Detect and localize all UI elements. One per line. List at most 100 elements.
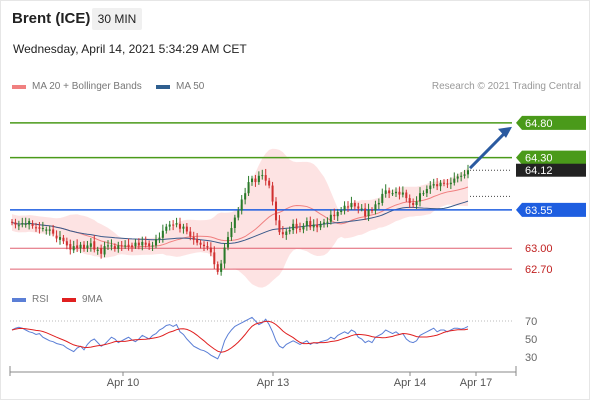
candle-body xyxy=(278,220,281,233)
legend-9ma-label: 9MA xyxy=(82,294,103,305)
candle-body xyxy=(172,224,175,226)
ma20-line xyxy=(11,186,469,248)
rsi-level-50: 50 xyxy=(525,334,537,346)
candle-body xyxy=(436,184,439,187)
candle-body xyxy=(312,224,315,228)
candle-body xyxy=(175,223,178,225)
candle-body xyxy=(415,201,418,206)
rsi-level-30: 30 xyxy=(525,352,537,364)
candle-body xyxy=(48,229,51,231)
candle-body xyxy=(17,225,20,227)
candle-body xyxy=(302,225,305,230)
candle-body xyxy=(264,175,267,181)
candle-body xyxy=(185,226,188,232)
legend-9ma: 9MA xyxy=(62,294,103,305)
level-tag-64.80 xyxy=(516,115,586,130)
candle-body xyxy=(10,221,14,223)
candle-body xyxy=(274,201,278,221)
candle-body xyxy=(250,178,254,183)
legend-9ma-swatch xyxy=(62,297,76,302)
legend-ma20-label: MA 20 + Bollinger Bands xyxy=(32,81,142,92)
candle-body xyxy=(432,184,435,186)
candle-body xyxy=(285,231,288,235)
candle-body xyxy=(161,230,164,238)
x-tick-label: Apr 13 xyxy=(257,377,289,389)
candle-body xyxy=(429,185,432,190)
candle-body xyxy=(86,245,89,249)
candle-body xyxy=(134,242,137,247)
candle-body xyxy=(230,228,233,238)
candle-body xyxy=(28,221,31,225)
candle-body xyxy=(298,228,302,230)
candle-body xyxy=(103,246,106,255)
timestamp: Wednesday, April 14, 2021 5:34:29 AM CET xyxy=(13,42,247,56)
candle-body xyxy=(316,224,319,228)
candle-body xyxy=(165,226,168,231)
candle-body xyxy=(31,223,34,226)
candle-body xyxy=(370,209,374,211)
candle-body xyxy=(130,245,134,247)
candle-body xyxy=(192,237,195,240)
candle-body xyxy=(113,246,116,249)
legend-rsi-label: RSI xyxy=(32,294,49,305)
legend-rsi-swatch xyxy=(12,297,26,302)
candle-body xyxy=(408,198,411,203)
candle-body xyxy=(463,174,466,176)
candle-body xyxy=(405,192,408,199)
candle-body xyxy=(213,252,216,265)
x-tick-label: Apr 10 xyxy=(107,377,139,389)
candle-body xyxy=(346,206,350,208)
candle-body xyxy=(117,245,120,249)
candle-body xyxy=(343,205,346,211)
timeframe-badge[interactable]: 30 MIN xyxy=(92,8,142,30)
candle-body xyxy=(237,210,240,218)
candle-body xyxy=(377,202,380,205)
candle-body xyxy=(329,214,332,222)
level-label-62.70: 62.70 xyxy=(525,264,553,276)
ma50-line xyxy=(11,200,469,245)
x-tick-label: Apr 17 xyxy=(460,377,492,389)
candle-body xyxy=(333,214,336,217)
candle-body xyxy=(154,239,158,246)
candle-body xyxy=(360,208,363,210)
candle-body xyxy=(425,189,428,194)
candle-body xyxy=(89,243,92,247)
candle-body xyxy=(189,231,192,237)
candle-body xyxy=(350,202,353,208)
candle-body xyxy=(202,244,206,247)
legend-ma50: MA 50 xyxy=(156,81,204,92)
candle-body xyxy=(220,263,223,272)
candle-body xyxy=(24,223,27,225)
candle-body xyxy=(223,247,226,264)
candle-body xyxy=(439,182,442,187)
candle-body xyxy=(364,208,367,217)
candle-body xyxy=(14,222,17,225)
instrument-title: Brent (ICE) xyxy=(12,10,91,27)
candle-body xyxy=(292,223,295,231)
copyright-text: Research © 2021 Trading Central xyxy=(431,81,581,92)
candle-body xyxy=(206,246,209,248)
rsi-line xyxy=(11,316,469,360)
candle-body xyxy=(319,223,322,228)
candle-body xyxy=(209,247,212,253)
candle-body xyxy=(305,221,308,226)
candle-body xyxy=(141,241,144,246)
candle-body xyxy=(124,245,127,247)
level-label-63.55: 63.55 xyxy=(525,205,553,217)
candle-body xyxy=(381,193,384,203)
legend-ma20-swatch xyxy=(12,84,26,89)
candle-body xyxy=(422,193,425,195)
candle-body xyxy=(391,193,394,195)
candle-body xyxy=(281,232,284,235)
rsi-level-70: 70 xyxy=(525,316,537,328)
candle-body xyxy=(93,241,96,250)
rsi-9ma-line xyxy=(11,320,469,353)
candle-body xyxy=(336,212,339,217)
candle-body xyxy=(442,182,446,184)
level-label-64.80: 64.80 xyxy=(525,118,553,130)
candle-body xyxy=(58,237,62,240)
candle-body xyxy=(144,242,147,245)
candle-body xyxy=(326,221,329,223)
candle-body xyxy=(34,227,38,229)
